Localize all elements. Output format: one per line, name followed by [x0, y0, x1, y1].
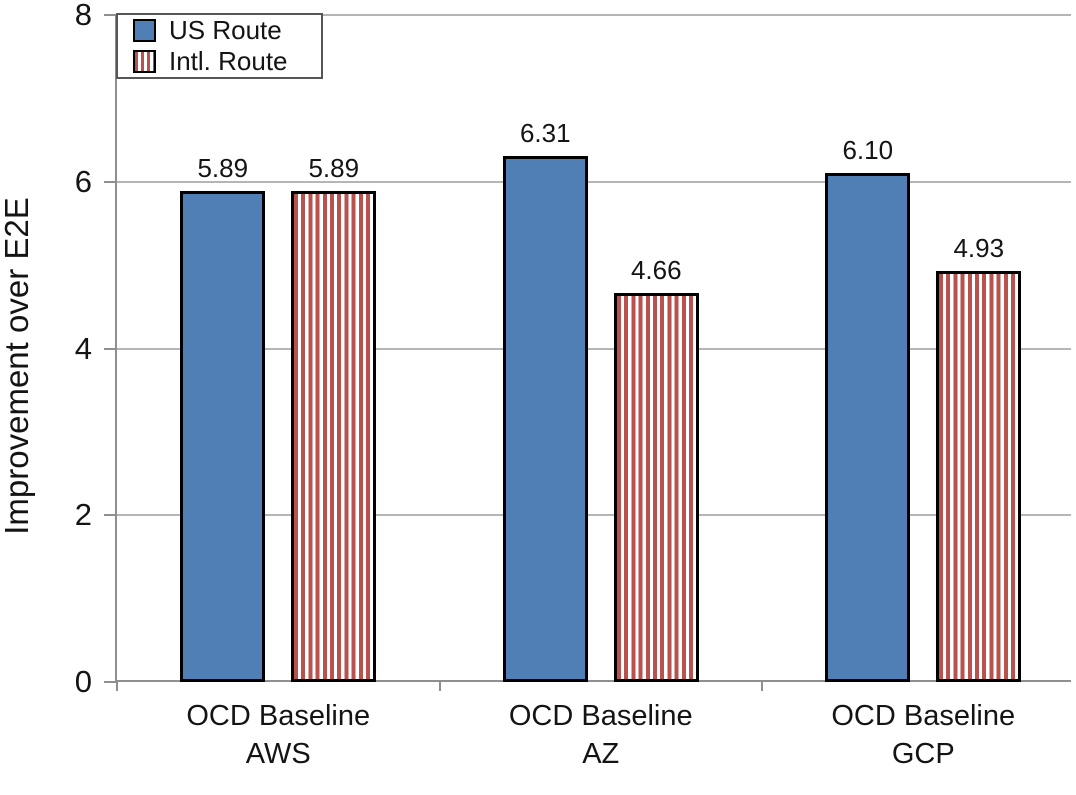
y-axis-line [115, 15, 117, 682]
gridline [117, 14, 1071, 16]
legend-label-intl-route: Intl. Route [169, 46, 288, 76]
bar-value-label: 5.89 [197, 152, 249, 183]
y-axis-tick [104, 180, 117, 183]
gridline [117, 347, 1071, 350]
x-category-label: OCD Baseline AZ [508, 700, 693, 770]
x-axis-line [115, 680, 1071, 682]
legend: US Route Intl. Route [116, 13, 323, 79]
bar-intl-route [936, 270, 1022, 682]
x-axis-tick [116, 682, 118, 691]
y-tick-label: 2 [74, 497, 92, 533]
bar-intl-route [613, 293, 699, 682]
y-tick-label: 4 [74, 330, 92, 366]
y-tick-label: 0 [74, 664, 92, 699]
y-axis-tick [104, 681, 117, 683]
bar-us-route [180, 190, 266, 682]
bar-value-label: 4.93 [953, 232, 1005, 263]
gridline [117, 514, 1071, 517]
bar-us-route [502, 155, 588, 682]
y-tick-label: 6 [74, 163, 92, 199]
bar-value-label: 6.10 [842, 135, 894, 166]
y-axis-tick [104, 347, 117, 350]
bar-value-label: 6.31 [519, 117, 571, 148]
legend-label-us-route: US Route [169, 15, 282, 45]
us-route-swatch [133, 19, 156, 42]
x-category-label: OCD Baseline AWS [186, 700, 371, 770]
gridline [117, 180, 1071, 183]
intl-route-swatch [133, 50, 156, 73]
x-axis-tick [438, 682, 441, 691]
y-tick-label: 8 [74, 0, 92, 32]
x-category-label: OCD Baseline GCP [831, 700, 1016, 770]
bar-value-label: 4.66 [630, 255, 682, 286]
legend-item-intl-route: Intl. Route [133, 46, 321, 76]
bar-us-route [825, 173, 911, 682]
legend-item-us-route: US Route [133, 15, 321, 45]
bar-value-label: 5.89 [308, 152, 360, 183]
y-axis-tick [104, 14, 117, 16]
bar-intl-route [291, 190, 377, 682]
x-axis-tick [761, 682, 763, 691]
y-axis-tick [104, 514, 117, 517]
